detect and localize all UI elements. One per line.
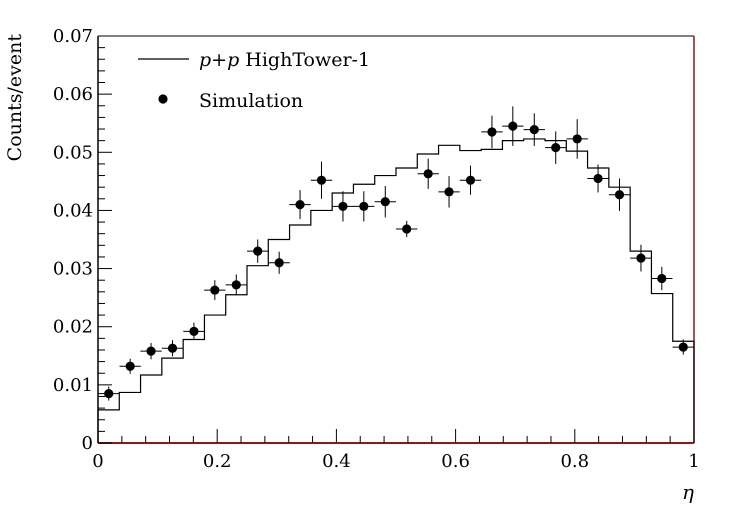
- data-point: [268, 251, 290, 274]
- legend-label-histogram: p+p HighTower-1: [199, 49, 370, 71]
- y-tick-label: 0.04: [53, 200, 93, 221]
- y-tick-label: 0.02: [53, 317, 93, 338]
- point-marker: [316, 175, 327, 185]
- y-tick-label: 0.05: [53, 142, 93, 163]
- point-marker: [402, 224, 412, 234]
- point-marker: [657, 273, 667, 284]
- x-tick-label: 1: [688, 451, 699, 472]
- point-marker: [253, 246, 263, 256]
- data-point: [417, 158, 439, 189]
- data-point: [183, 322, 205, 341]
- point-marker: [295, 200, 305, 210]
- point-marker: [508, 121, 518, 131]
- point-marker: [189, 326, 199, 336]
- y-tick-label: 0.01: [53, 375, 93, 396]
- point-marker: [678, 342, 688, 352]
- point-marker: [104, 388, 114, 399]
- data-point: [225, 274, 247, 296]
- legend-marker-swatch: [158, 94, 168, 104]
- point-marker: [125, 361, 135, 371]
- data-point: [566, 119, 588, 159]
- point-marker: [465, 175, 476, 185]
- data-point: [310, 161, 333, 199]
- data-point: [204, 280, 226, 300]
- data-point: [332, 191, 354, 222]
- point-marker: [444, 187, 454, 197]
- point-marker: [146, 346, 156, 356]
- data-point: [374, 186, 396, 218]
- y-tick-label: 0: [82, 433, 93, 454]
- data-point: [651, 266, 673, 291]
- data-point: [289, 190, 311, 220]
- x-tick-label: 0.6: [441, 451, 470, 472]
- data-point: [161, 340, 184, 357]
- point-marker: [551, 143, 561, 153]
- y-tick-label: 0.06: [53, 84, 93, 105]
- data-point: [672, 339, 694, 355]
- data-point: [545, 131, 567, 164]
- data-point: [396, 220, 418, 238]
- point-marker: [167, 343, 178, 353]
- data-point: [140, 342, 162, 360]
- x-tick-label: 0: [92, 451, 103, 472]
- data-point: [523, 113, 545, 146]
- data-point: [98, 386, 120, 401]
- point-marker: [380, 197, 390, 207]
- data-point: [502, 106, 524, 146]
- legend-label-simulation: Simulation: [199, 90, 303, 112]
- legend-label-rest: HighTower-1: [239, 49, 370, 71]
- data-point: [481, 115, 503, 149]
- point-marker: [487, 127, 497, 137]
- x-axis-title: η: [682, 480, 694, 504]
- point-marker: [423, 169, 433, 179]
- x-tick-label: 0.8: [560, 451, 589, 472]
- data-point: [353, 191, 375, 222]
- point-marker: [593, 173, 603, 184]
- point-marker: [529, 125, 539, 135]
- y-tick-label: 0.07: [53, 26, 93, 47]
- y-axis-title: Counts/event: [4, 34, 26, 162]
- point-marker: [614, 190, 625, 200]
- data-point: [587, 164, 609, 193]
- data-point: [119, 358, 141, 374]
- y-tick-label: 0.03: [53, 259, 93, 280]
- data-point: [459, 165, 482, 195]
- point-marker: [636, 253, 646, 263]
- point-marker: [338, 201, 348, 211]
- point-marker: [210, 285, 220, 295]
- data-point: [630, 244, 652, 272]
- legend-label-italic: p+p: [199, 49, 239, 71]
- data-point: [247, 239, 269, 263]
- point-marker: [231, 280, 241, 290]
- point-marker: [359, 201, 369, 211]
- x-tick-label: 0.2: [203, 451, 232, 472]
- point-marker: [274, 258, 284, 268]
- data-point: [608, 178, 631, 212]
- point-marker: [572, 134, 582, 144]
- data-point: [438, 176, 460, 208]
- x-tick-label: 0.4: [322, 451, 351, 472]
